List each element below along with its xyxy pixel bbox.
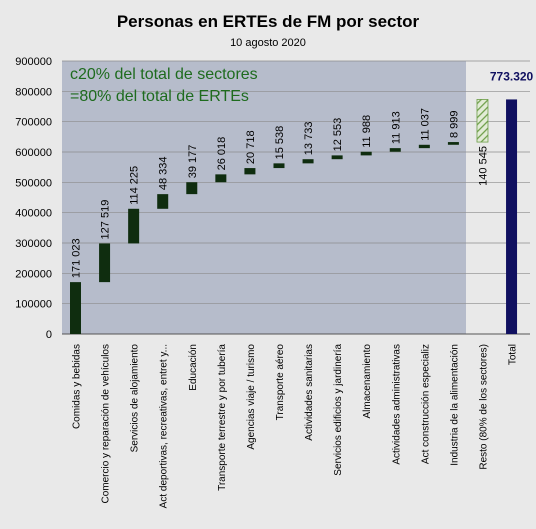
data-label: 171 023: [71, 238, 83, 278]
y-tick-label: 800000: [15, 86, 52, 98]
bar: [128, 208, 140, 244]
x-tick-label: Transporte terrestre y por tubería: [217, 344, 228, 491]
bar: [389, 148, 401, 152]
gridlines: [62, 60, 530, 335]
data-label: 15 538: [274, 126, 286, 160]
x-tick-label: Industria de la alimentación: [449, 344, 460, 466]
annotation-line-1: c20% del total de sectores: [70, 66, 258, 83]
shaded-region: [62, 61, 466, 334]
bar: [273, 163, 285, 169]
bar: [70, 282, 81, 334]
x-tick-label: Actividades sanitarias: [304, 344, 315, 441]
x-tick-label: Comercio y reparación de vehículos: [101, 344, 112, 504]
y-tick-label: 0: [46, 329, 52, 341]
x-tick-label: Act construcción especializ: [420, 344, 431, 464]
data-labels: 171 023 127 519 114 225 48 334 39 177 26 018 2…: [71, 69, 534, 278]
y-tick-label: 500000: [15, 177, 52, 189]
data-label: 48 334: [158, 156, 170, 190]
data-label: 114 225: [129, 166, 141, 205]
data-label: 140 545: [477, 146, 489, 186]
x-tick-label: Actividades administrativas: [391, 344, 402, 465]
bar: [360, 151, 372, 156]
bar: [99, 243, 111, 283]
bar: [186, 182, 198, 195]
bar: [244, 168, 256, 175]
x-tick-label: Agencias viaje / turismo: [246, 344, 257, 450]
x-tick-label: Comidas y bebidas: [72, 344, 83, 429]
bar: [157, 194, 169, 209]
y-axis: 0 100000 200000 300000 400000 500000 600000 700…: [15, 56, 52, 341]
bar: [302, 159, 314, 164]
x-tick-label: Resto (80% de los sectores): [478, 344, 489, 470]
bar: [476, 99, 489, 143]
y-tick-label: 300000: [15, 238, 52, 250]
bar: [418, 144, 430, 149]
data-label: 11 913: [390, 111, 402, 144]
bar: [215, 174, 227, 183]
data-label: 26 018: [216, 137, 228, 171]
data-label: 11 988: [361, 115, 373, 148]
chart-subtitle: 10 agosto 2020: [230, 37, 306, 49]
x-tick-label: Act deportivas, recreativas, entret y...: [159, 344, 170, 508]
data-label: 127 519: [100, 200, 112, 240]
bar: [331, 155, 343, 160]
data-label: 13 733: [303, 122, 315, 156]
x-tick-label: Total: [508, 344, 519, 365]
bar: [447, 142, 459, 145]
y-tick-label: 600000: [15, 147, 52, 159]
x-axis: Comidas y bebidas Comercio y reparación d…: [72, 344, 519, 509]
y-tick-label: 400000: [15, 208, 52, 220]
data-label: 8 999: [448, 111, 460, 139]
y-tick-label: 200000: [15, 268, 52, 280]
x-tick-label: Transporte aéreo: [275, 344, 286, 421]
y-tick-label: 900000: [15, 56, 52, 68]
bars: [70, 99, 518, 334]
x-tick-label: Educación: [188, 344, 199, 391]
x-tick-label: Servicios edificios y jardinería: [333, 344, 344, 476]
data-label: 773.320: [490, 69, 534, 83]
x-tick-label: Servicios de alojamiento: [130, 344, 141, 453]
annotation-line-2: =80% del total de ERTEs: [70, 88, 249, 105]
data-label: 12 553: [332, 118, 344, 152]
y-tick-label: 700000: [15, 117, 52, 129]
data-label: 20 718: [245, 130, 257, 164]
data-label: 39 177: [187, 145, 199, 179]
data-label: 11 037: [419, 108, 431, 141]
y-tick-label: 100000: [15, 299, 52, 311]
chart-title: Personas en ERTEs de FM por sector: [117, 12, 420, 31]
x-tick-label: Almacenamiento: [362, 344, 373, 419]
bar: [506, 99, 518, 334]
